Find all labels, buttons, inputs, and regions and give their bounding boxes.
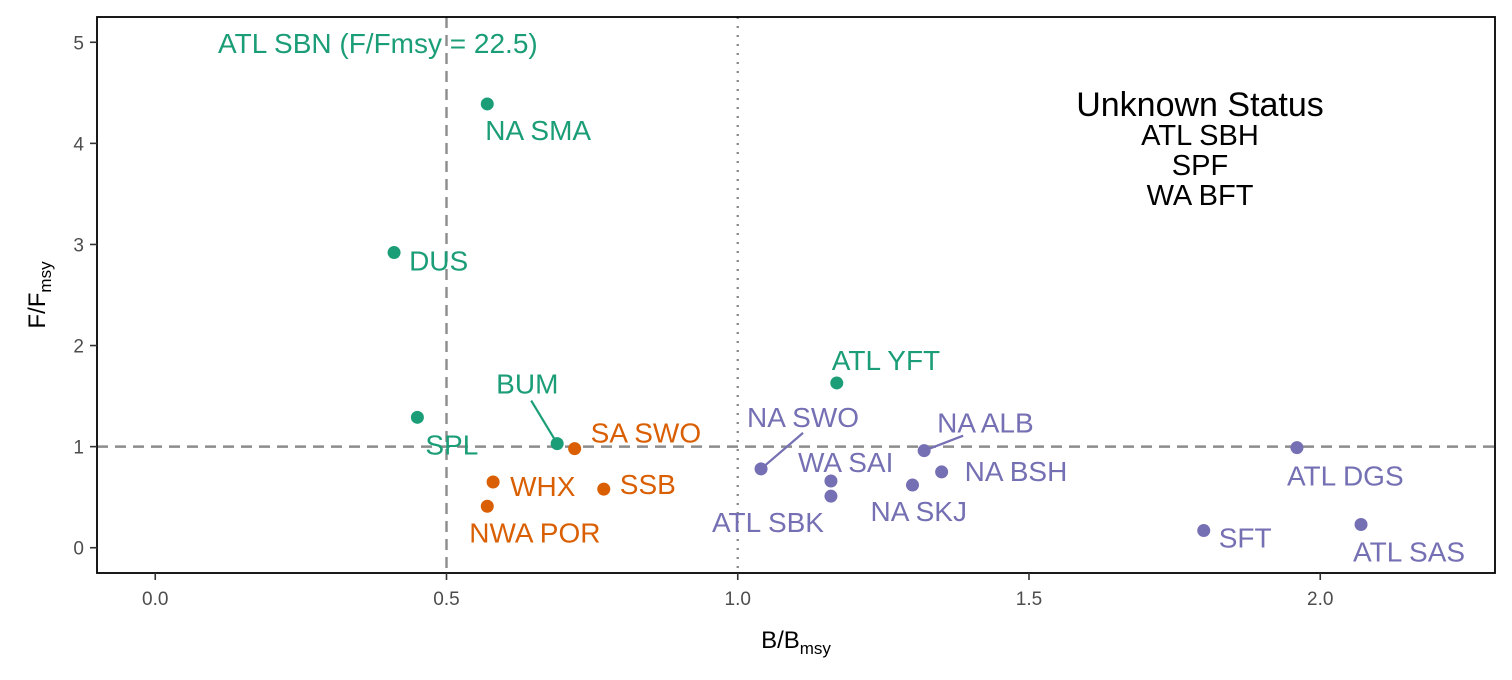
x-axis-ticks: 0.0 0.5 1.0 1.5 2.0 bbox=[142, 573, 1333, 610]
point-label-dus: DUS bbox=[409, 246, 468, 277]
point-label-na-skj: NA SKJ bbox=[871, 496, 967, 527]
y-tick-label: 3 bbox=[73, 235, 84, 256]
point-na-swo bbox=[754, 462, 768, 476]
data-points bbox=[387, 97, 1368, 538]
point-atl-sbk bbox=[824, 489, 838, 503]
point-label-wa-sai: WA SAI bbox=[798, 447, 893, 478]
y-tick-label: 2 bbox=[73, 337, 84, 358]
point-label-ssb: SSB bbox=[620, 469, 676, 500]
unknown-status-item: WA BFT bbox=[1147, 180, 1254, 212]
unknown-status-item: ATL SBH bbox=[1141, 120, 1259, 152]
label-leader-lines bbox=[530, 400, 964, 470]
x-axis-title-main: B/B bbox=[761, 627, 800, 654]
point-atl-yft bbox=[830, 376, 844, 390]
point-sft bbox=[1197, 524, 1211, 538]
point-label-na-alb: NA ALB bbox=[937, 408, 1034, 439]
x-tick-label: 1.0 bbox=[725, 589, 751, 610]
y-tick-label: 0 bbox=[73, 539, 84, 560]
point-wa-sai bbox=[824, 474, 838, 488]
x-tick-label: 0.0 bbox=[142, 589, 168, 610]
unknown-status-item: SPF bbox=[1172, 150, 1228, 182]
y-tick-label: 4 bbox=[73, 134, 84, 155]
point-label-whx: WHX bbox=[510, 471, 576, 502]
point-atl-dgs bbox=[1290, 441, 1304, 455]
point-label-atl-sbk: ATL SBK bbox=[712, 507, 824, 538]
reference-lines bbox=[97, 17, 1495, 573]
y-axis-title-subscript: msy bbox=[36, 261, 55, 293]
leader-line-na-alb bbox=[923, 434, 964, 452]
point-na-sma bbox=[480, 97, 494, 111]
point-label-na-swo: NA SWO bbox=[747, 402, 859, 433]
annotation-atl-sbn: ATL SBN (F/Fmsy = 22.5) bbox=[218, 28, 538, 59]
x-axis-title: B/Bmsy bbox=[761, 627, 831, 658]
point-label-na-bsh: NA BSH bbox=[965, 456, 1068, 487]
point-label-sa-swo: SA SWO bbox=[591, 418, 701, 449]
point-labels: NA SMA DUS SPL BUM ATL YFT SA SWO WHX SSB NWA PO… bbox=[409, 115, 1465, 568]
unknown-status-title: Unknown Status bbox=[1076, 86, 1324, 124]
point-na-bsh bbox=[935, 465, 949, 479]
point-spl bbox=[410, 410, 424, 424]
chart-annotations: ATL SBN (F/Fmsy = 22.5) bbox=[218, 28, 538, 59]
point-bum bbox=[550, 437, 564, 451]
y-tick-label: 5 bbox=[73, 33, 84, 54]
x-tick-label: 0.5 bbox=[433, 589, 459, 610]
point-nwa-por bbox=[480, 499, 494, 513]
point-na-alb bbox=[917, 444, 931, 458]
point-ssb bbox=[597, 482, 611, 496]
point-sa-swo bbox=[568, 442, 582, 456]
plot-panel-border bbox=[96, 16, 1496, 574]
leader-line-bum bbox=[530, 400, 559, 445]
point-label-sft: SFT bbox=[1219, 523, 1272, 554]
point-label-na-sma: NA SMA bbox=[485, 115, 591, 146]
x-tick-label: 1.5 bbox=[1016, 589, 1042, 610]
point-atl-sas bbox=[1354, 517, 1368, 531]
y-axis-title: F/Fmsy bbox=[24, 261, 55, 329]
y-axis-ticks: 0 1 2 3 4 5 bbox=[73, 33, 97, 560]
x-axis-title-subscript: msy bbox=[800, 639, 832, 658]
leader-line-na-swo bbox=[760, 432, 804, 470]
point-label-atl-yft: ATL YFT bbox=[832, 345, 940, 376]
x-tick-label: 2.0 bbox=[1307, 589, 1333, 610]
unknown-status-box: Unknown Status ATL SBH SPF WA BFT bbox=[1076, 86, 1324, 212]
point-label-spl: SPL bbox=[425, 429, 478, 460]
point-label-bum: BUM bbox=[496, 369, 558, 400]
point-label-atl-dgs: ATL DGS bbox=[1287, 461, 1404, 492]
point-label-nwa-por: NWA POR bbox=[469, 517, 600, 548]
point-whx bbox=[486, 475, 500, 489]
y-tick-label: 1 bbox=[73, 438, 84, 459]
point-label-atl-sas: ATL SAS bbox=[1353, 536, 1465, 567]
y-axis-title-main: F/F bbox=[24, 293, 51, 329]
point-na-skj bbox=[906, 478, 919, 492]
point-dus bbox=[387, 246, 401, 260]
